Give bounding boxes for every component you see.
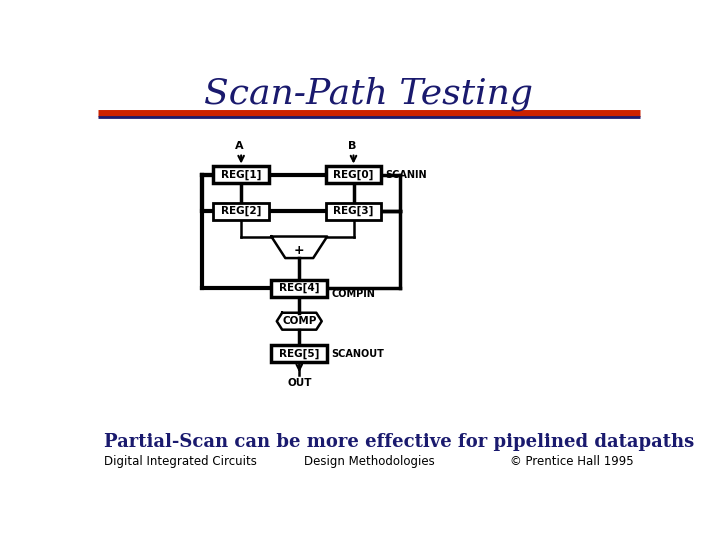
Bar: [271, 345, 327, 362]
Text: Scan-Path Testing: Scan-Path Testing: [204, 77, 534, 111]
Text: Digital Integrated Circuits: Digital Integrated Circuits: [104, 455, 257, 468]
Text: REG[5]: REG[5]: [279, 348, 320, 359]
Text: B: B: [348, 141, 356, 151]
Bar: [271, 280, 327, 296]
Text: A: A: [235, 141, 244, 151]
Text: COMP: COMP: [282, 316, 316, 326]
Text: OUT: OUT: [287, 378, 312, 388]
Text: REG[3]: REG[3]: [333, 206, 374, 216]
Bar: [325, 202, 382, 220]
Text: REG[2]: REG[2]: [221, 206, 261, 216]
Text: © Prentice Hall 1995: © Prentice Hall 1995: [510, 455, 634, 468]
Text: Partial-Scan can be more effective for pipelined datapaths: Partial-Scan can be more effective for p…: [104, 433, 694, 451]
Text: SCANIN: SCANIN: [385, 170, 427, 180]
Text: REG[1]: REG[1]: [221, 170, 261, 180]
Text: Design Methodologies: Design Methodologies: [304, 455, 434, 468]
Text: REG[4]: REG[4]: [279, 283, 320, 293]
Text: +: +: [294, 244, 305, 257]
Text: REG[0]: REG[0]: [333, 170, 374, 180]
Text: COMPIN: COMPIN: [331, 289, 375, 299]
Bar: [213, 202, 269, 220]
Text: SCANOUT: SCANOUT: [331, 348, 384, 359]
Bar: [213, 166, 269, 184]
Bar: [325, 166, 382, 184]
